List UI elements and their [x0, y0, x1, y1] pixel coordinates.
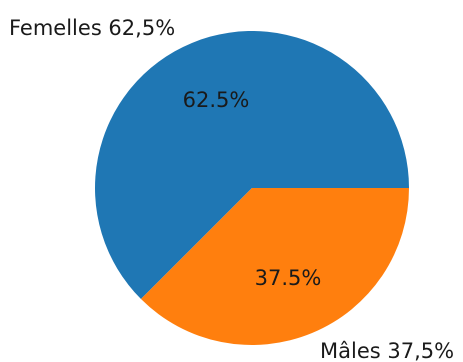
pie-slice-0 [94, 31, 409, 300]
pie-slices [94, 31, 409, 345]
slice-label-femelles: Femelles 62,5% [9, 16, 175, 40]
pie-slice-1 [140, 188, 409, 345]
slice-percent-femelles: 62.5% [183, 88, 250, 112]
slice-label-males: Mâles 37,5% [320, 339, 454, 362]
slice-percent-males: 37.5% [255, 266, 322, 290]
